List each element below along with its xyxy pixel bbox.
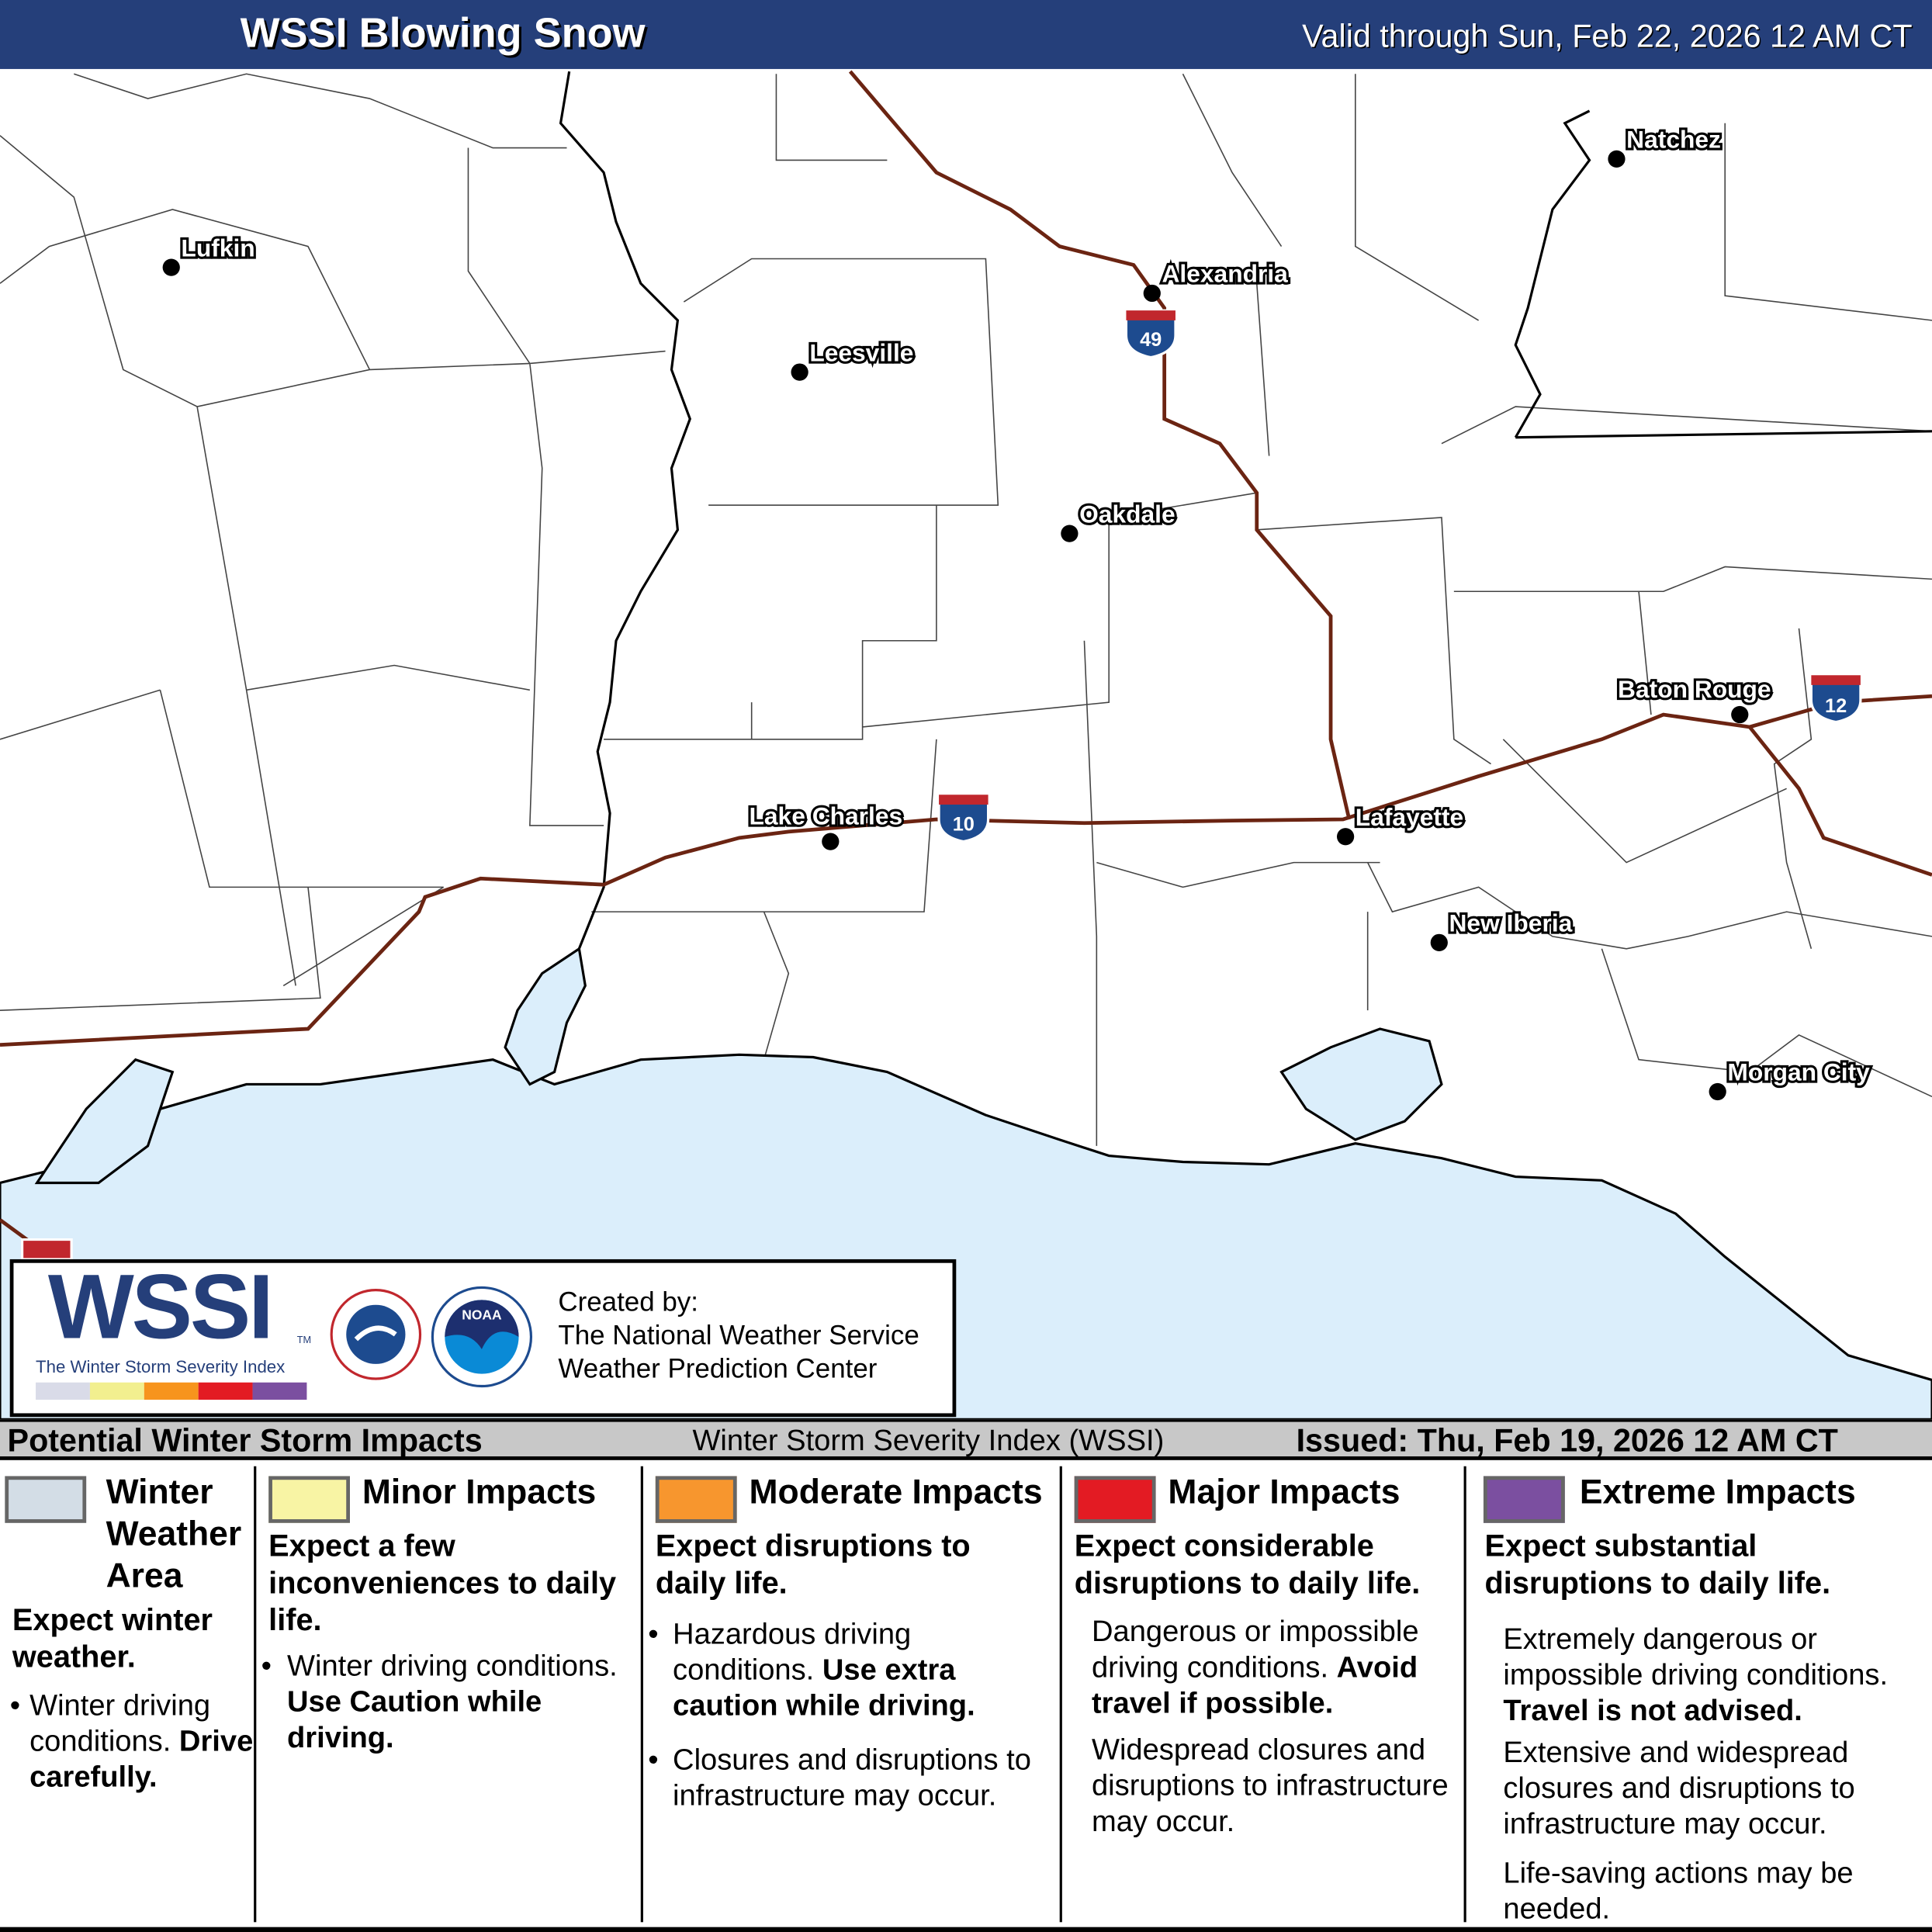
- col-headline: Expect a few inconveniences to daily lif…: [268, 1529, 617, 1638]
- bar-moderate: [144, 1382, 199, 1400]
- svg-text:Lake Charles: Lake Charles: [750, 802, 903, 829]
- nws-logo-icon: [330, 1289, 422, 1380]
- map: Lufkin Leesville Alexandria Natchez Oakd…: [0, 70, 1932, 1420]
- col-bullet: Winter driving conditions. Use Caution w…: [287, 1650, 618, 1755]
- svg-text:49: 49: [1140, 329, 1162, 351]
- col-headline: Expect considerable disruptions to daily…: [1074, 1529, 1421, 1601]
- legend-title: Potential Winter Storm Impacts: [7, 1421, 483, 1459]
- county-lines: [0, 73, 1932, 1146]
- cities: Lufkin Leesville Alexandria Natchez Oakd…: [162, 123, 1872, 1101]
- col-title: Extreme Impacts: [1579, 1472, 1856, 1511]
- city-leesville: Leesville: [791, 336, 916, 381]
- interstate-49-shield-icon: 49: [1124, 309, 1177, 359]
- interstates: [0, 70, 1932, 1248]
- svg-text:Baton Rouge: Baton Rouge: [1618, 675, 1771, 703]
- wssi-logo-box: WSSI TM The Winter Storm Severity Index …: [9, 1255, 957, 1418]
- svg-text:NOAA: NOAA: [462, 1307, 502, 1323]
- legend-col-winter-weather-area: Winter Weather Area Expect winter weather.…: [0, 1466, 257, 1923]
- credit-text: Created by: The National Weather Service…: [558, 1285, 919, 1385]
- city-baton-rouge: Baton Rouge: [1615, 673, 1774, 724]
- credit-line: The National Weather Service: [558, 1319, 919, 1351]
- legend-col-major: Major Impacts Expect considerable disrup…: [1062, 1466, 1466, 1923]
- col-bullet: Closures and disruptions to infrastructu…: [673, 1743, 1031, 1813]
- city-lake-charles: Lake Charles: [746, 799, 905, 850]
- credit-line: Weather Prediction Center: [558, 1352, 878, 1384]
- col-headline: Expect substantial disruptions to daily …: [1484, 1529, 1831, 1601]
- svg-text:Lufkin: Lufkin: [181, 234, 254, 261]
- swatch-minor: [268, 1476, 350, 1523]
- bar-minor: [89, 1382, 144, 1400]
- col-bullet: Winter driving conditions. Drive careful…: [29, 1689, 254, 1795]
- interstate-10-shield-icon: 10: [937, 793, 990, 843]
- bullet-icon: •: [648, 1743, 659, 1777]
- col-paragraph: Widespread closures and disruptions to i…: [1091, 1733, 1449, 1839]
- svg-text:Morgan City: Morgan City: [1727, 1058, 1870, 1086]
- noaa-logo-icon: NOAA: [431, 1286, 533, 1388]
- bullet-icon: •: [9, 1689, 21, 1723]
- swatch-major: [1074, 1476, 1156, 1523]
- valid-through: Valid through Sun, Feb 22, 2026 12 AM CT: [1302, 17, 1913, 54]
- map-title: WSSI Blowing Snow: [240, 9, 646, 57]
- legend-col-extreme: Extreme Impacts Expect substantial disru…: [1466, 1466, 1932, 1926]
- col-headline: Expect winter weather.: [12, 1603, 213, 1675]
- sabine-lake: [504, 947, 587, 1086]
- swatch-winter: [5, 1476, 87, 1523]
- bar-extreme: [252, 1382, 307, 1400]
- swatch-extreme: [1483, 1476, 1565, 1523]
- svg-text:New Iberia: New Iberia: [1449, 909, 1572, 937]
- bar-winter: [36, 1382, 90, 1400]
- swatch-moderate: [655, 1476, 737, 1523]
- issued-time: Issued: Thu, Feb 19, 2026 12 AM CT: [1296, 1421, 1838, 1459]
- city-lafayette: Lafayette: [1336, 801, 1466, 846]
- svg-text:Alexandria: Alexandria: [1162, 260, 1288, 288]
- svg-text:Leesville: Leesville: [809, 338, 913, 366]
- bottom-border: [0, 1927, 1932, 1932]
- col-headline: Expect disruptions to daily life.: [655, 1529, 971, 1601]
- svg-text:Oakdale: Oakdale: [1079, 500, 1175, 528]
- wssi-logo: WSSI: [47, 1255, 274, 1358]
- city-oakdale: Oakdale: [1061, 497, 1178, 542]
- legend-col-moderate: Moderate Impacts Expect disruptions to d…: [643, 1466, 1062, 1923]
- col-paragraph: Extensive and widespread closures and di…: [1503, 1736, 1855, 1841]
- city-lufkin: Lufkin: [162, 231, 258, 276]
- vermilion-bay: [1279, 1027, 1443, 1141]
- col-paragraph: Life-saving actions may be needed.: [1503, 1857, 1854, 1927]
- col-bullet: Hazardous driving conditions. Use extra …: [673, 1618, 975, 1723]
- svg-text:Natchez: Natchez: [1626, 126, 1721, 154]
- col-title: Minor Impacts: [362, 1472, 597, 1511]
- trademark: TM: [296, 1334, 312, 1346]
- svg-text:Lafayette: Lafayette: [1356, 803, 1463, 831]
- legend-header-bar: Potential Winter Storm Impacts Winter St…: [0, 1419, 1932, 1460]
- city-morgan-city: Morgan City: [1709, 1056, 1872, 1101]
- legend-index-name: Winter Storm Severity Index (WSSI): [692, 1424, 1165, 1458]
- col-title: Winter Weather Area: [106, 1472, 242, 1594]
- wssi-subtitle: The Winter Storm Severity Index: [36, 1356, 286, 1376]
- col-title: Major Impacts: [1168, 1472, 1401, 1511]
- col-title: Moderate Impacts: [749, 1472, 1043, 1511]
- city-new-iberia: New Iberia: [1430, 906, 1575, 951]
- header-bar: WSSI Blowing Snow Valid through Sun, Feb…: [0, 0, 1932, 69]
- col-paragraph: Extremely dangerous or impossible drivin…: [1503, 1622, 1889, 1728]
- svg-text:12: 12: [1825, 695, 1847, 717]
- interstate-12-shield-icon: 12: [1809, 673, 1862, 724]
- galveston-bay: [34, 1058, 175, 1185]
- city-natchez: Natchez: [1608, 123, 1723, 168]
- legend-col-minor: Minor Impacts Expect a few inconvenience…: [256, 1466, 643, 1923]
- bullet-icon: •: [261, 1650, 272, 1684]
- city-alexandria: Alexandria: [1143, 257, 1290, 303]
- bullet-icon: •: [648, 1618, 659, 1651]
- state-border-river: [559, 71, 1591, 950]
- svg-text:10: 10: [953, 813, 975, 835]
- wssi-color-bars: [36, 1382, 307, 1400]
- col-paragraph: Dangerous or impossible driving conditio…: [1091, 1615, 1419, 1720]
- bar-major: [198, 1382, 253, 1400]
- credit-line: Created by:: [558, 1286, 698, 1317]
